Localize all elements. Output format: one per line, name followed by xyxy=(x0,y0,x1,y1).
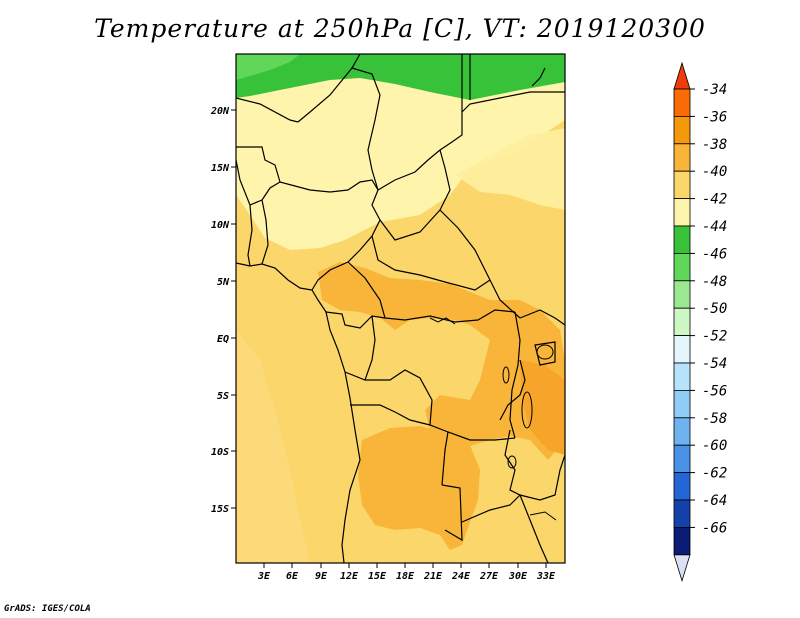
longitude-axis: 3E 6E 9E 12E 15E 18E 21E 24E 27E 30E 33E xyxy=(257,563,556,582)
legend-label: -50 xyxy=(702,301,727,317)
legend-swatch xyxy=(673,362,691,391)
lon-label: 18E xyxy=(396,571,415,582)
legend-label: -66 xyxy=(702,520,727,536)
lon-label: 15E xyxy=(368,571,387,582)
legend-label: -58 xyxy=(702,411,727,427)
legend-swatch xyxy=(673,88,691,117)
chart-title: Temperature at 250hPa [C], VT: 201912030… xyxy=(94,14,706,43)
lat-label: 15N xyxy=(211,163,230,174)
legend-swatch xyxy=(673,198,691,227)
legend-swatch xyxy=(673,170,691,199)
legend-label: -60 xyxy=(702,438,727,454)
legend-label: -52 xyxy=(702,329,727,345)
legend-label: -48 xyxy=(702,274,727,290)
legend-swatch xyxy=(673,499,691,528)
lat-label: 5N xyxy=(217,277,230,288)
lon-label: 27E xyxy=(479,571,499,582)
legend-swatch xyxy=(673,389,691,419)
lat-label: 10N xyxy=(211,220,230,231)
lat-label: 15S xyxy=(211,504,229,515)
field-west-light xyxy=(236,330,310,563)
legend-arrow-top xyxy=(673,61,691,90)
field-northeast-light xyxy=(455,128,565,210)
lon-label: 24E xyxy=(451,571,471,582)
legend-swatch xyxy=(673,335,691,364)
legend-label: -46 xyxy=(702,246,727,262)
legend-label: -56 xyxy=(702,383,727,399)
field-north-light xyxy=(236,54,565,250)
field-east-darker xyxy=(520,360,565,455)
lat-label: 5S xyxy=(217,391,229,402)
lon-label: 21E xyxy=(423,571,443,582)
legend-label: -40 xyxy=(702,164,727,180)
color-legend: -34 -36 -38 -40 -42 -44 -46 -48 -50 -52 -54 -56 -58 -… xyxy=(673,61,727,583)
legend-label: -62 xyxy=(702,466,727,482)
legend-label: -34 xyxy=(702,82,727,98)
field-central-darker xyxy=(318,262,565,460)
legend-swatch xyxy=(673,472,691,501)
lon-label: 30E xyxy=(508,571,528,582)
lon-label: 9E xyxy=(315,571,328,582)
credit-text: GrADS: IGES/COLA xyxy=(4,604,91,614)
legend-swatch xyxy=(673,527,691,556)
lon-label: 3E xyxy=(257,571,271,582)
field-south-darker xyxy=(358,426,480,550)
legend-swatch xyxy=(673,280,691,309)
lon-label: 12E xyxy=(340,571,359,582)
map-panel xyxy=(236,54,565,563)
boundaries xyxy=(236,54,565,563)
legend-arrow-bottom xyxy=(673,554,691,583)
legend-label: -44 xyxy=(702,219,727,235)
map-frame xyxy=(235,53,566,564)
legend-label: -36 xyxy=(702,109,727,125)
lat-label: EQ xyxy=(217,334,229,345)
legend-label: -64 xyxy=(702,493,727,509)
legend-label: -42 xyxy=(702,192,727,208)
field-green-light xyxy=(236,54,300,80)
legend-swatch xyxy=(673,252,691,282)
lon-label: 33E xyxy=(536,571,556,582)
legend-swatch xyxy=(673,116,691,145)
field-green-band xyxy=(236,54,565,100)
legend-swatch xyxy=(673,417,691,446)
lon-label: 6E xyxy=(286,571,299,582)
legend-label: -54 xyxy=(702,356,727,372)
legend-swatch xyxy=(673,143,691,172)
lat-label: 10S xyxy=(211,447,229,458)
legend-swatch xyxy=(673,225,691,254)
legend-swatch xyxy=(673,444,691,474)
legend-label: -38 xyxy=(702,137,727,153)
lat-label: 20N xyxy=(210,106,230,117)
legend-swatch xyxy=(673,307,691,337)
lakes xyxy=(429,317,557,521)
latitude-axis: 20N 15N 10N 5N EQ 5S 10S 15S xyxy=(210,106,236,515)
